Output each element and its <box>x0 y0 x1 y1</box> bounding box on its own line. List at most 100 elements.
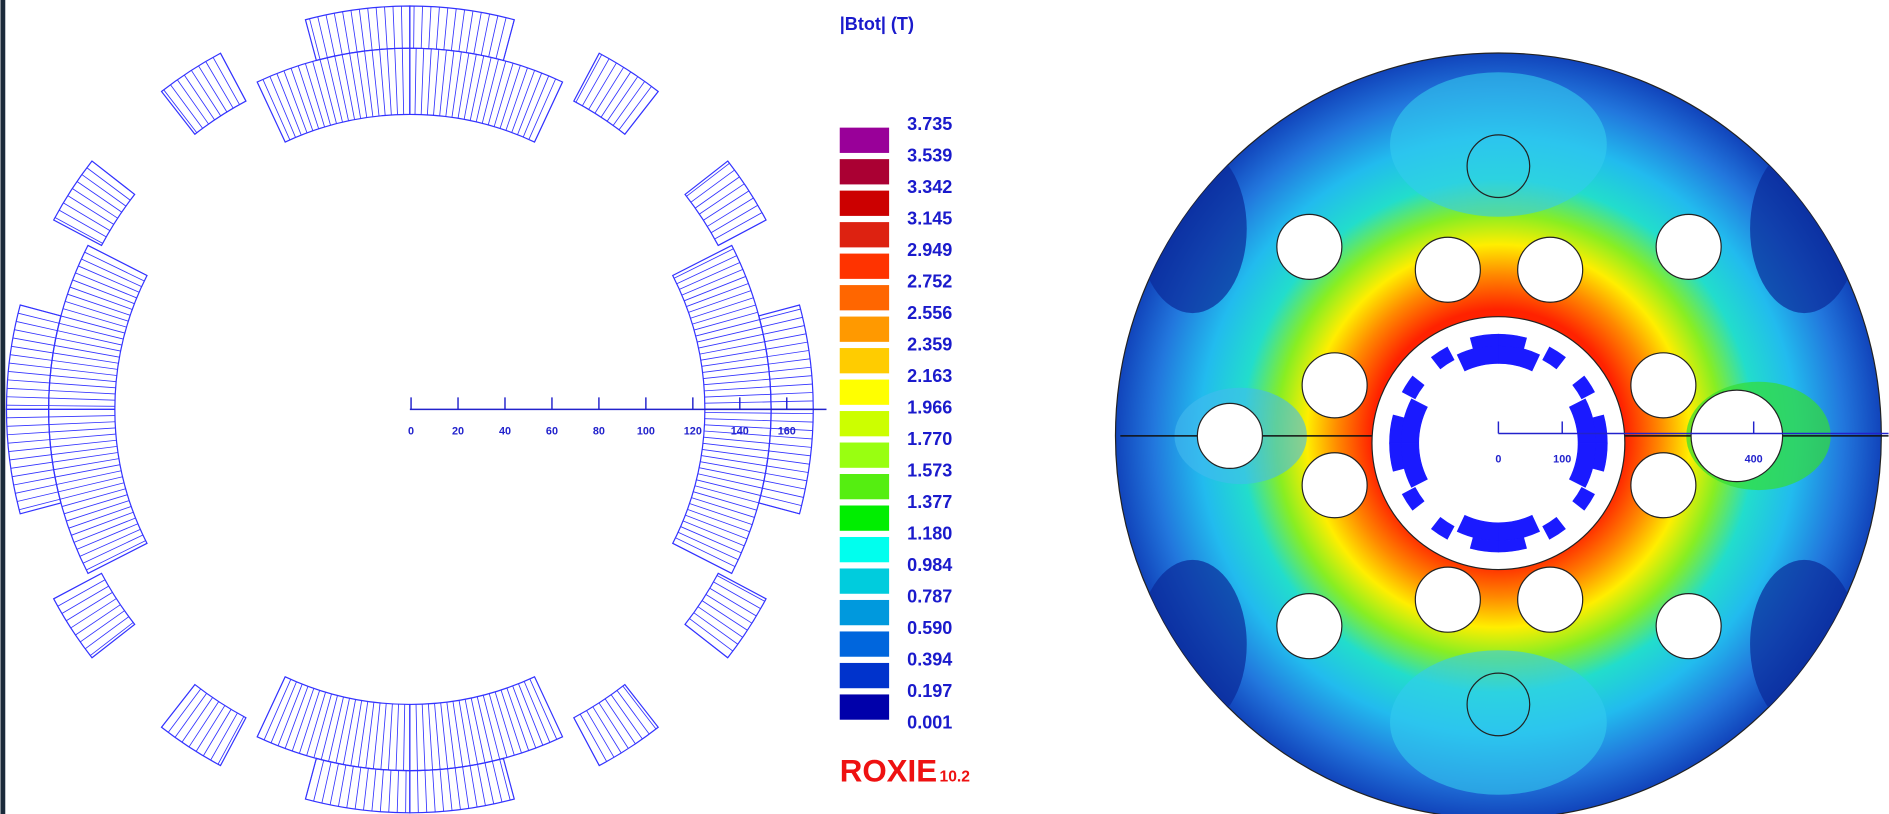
coil-turns <box>685 575 765 657</box>
coil-turns <box>49 245 147 406</box>
color-swatch <box>840 348 889 373</box>
coil-turns <box>674 249 771 410</box>
page: 0 20 40 60 80 100 120 140 160 0 100 400 |Btot| (T)… <box>0 0 1889 814</box>
axis-tick-label: 140 <box>731 426 749 438</box>
hole <box>1277 594 1342 659</box>
coil-turns <box>55 161 135 243</box>
color-swatch <box>840 317 889 342</box>
coil-block <box>6 305 60 409</box>
coil-turns <box>410 679 557 771</box>
color-swatch <box>840 222 889 247</box>
color-swatch <box>840 631 889 656</box>
hole <box>1656 214 1721 279</box>
color-swatch <box>840 380 889 405</box>
coil-block <box>49 409 147 573</box>
coil-block <box>257 677 410 771</box>
colorbar-label: 0.197 <box>907 681 952 701</box>
coil-turns <box>54 573 134 655</box>
hole <box>1302 353 1367 418</box>
colorbar-label: 1.966 <box>907 397 952 417</box>
axis-tick-label: 0 <box>1495 453 1501 465</box>
coil-turns <box>574 686 656 766</box>
color-swatch <box>840 254 889 279</box>
color-swatch <box>840 663 889 688</box>
color-swatch <box>840 568 889 593</box>
color-swatch <box>840 505 889 530</box>
axis-tick-label: 120 <box>684 426 702 438</box>
coil-turns <box>257 677 405 771</box>
color-swatch <box>840 474 889 499</box>
hole <box>1518 237 1583 302</box>
window-edge <box>0 0 5 814</box>
colorbar-label: 2.163 <box>907 366 952 386</box>
colorbar-label: 2.359 <box>907 334 952 354</box>
axis-tick-label: 0 <box>408 426 414 438</box>
colorbar: |Btot| (T) 3.735 3.539 3.342 3.145 2.949 2.75… <box>840 14 953 732</box>
color-swatch <box>840 191 889 216</box>
axis-tick-label: 40 <box>499 426 511 438</box>
coil-block <box>410 677 563 771</box>
hole <box>1631 453 1696 518</box>
hole <box>1631 353 1696 418</box>
colorbar-label: 2.752 <box>907 271 952 291</box>
axis-tick-label: 80 <box>593 426 605 438</box>
colorbar-label: 0.984 <box>907 555 952 575</box>
coil-block <box>305 758 409 812</box>
coil-turns <box>263 48 410 140</box>
colorbar-label: 3.735 <box>907 114 952 134</box>
axis-tick-label: 20 <box>452 426 464 438</box>
axis-tick-label: 400 <box>1745 453 1763 465</box>
colorbar-label: 1.770 <box>907 429 952 449</box>
hole <box>1302 453 1367 518</box>
coil-block <box>673 245 771 409</box>
hole <box>1197 403 1262 468</box>
colorbar-label: 2.556 <box>907 303 952 323</box>
color-swatch <box>840 443 889 468</box>
color-swatch <box>840 537 889 562</box>
colorbar-title: |Btot| (T) <box>840 14 914 34</box>
color-swatch <box>840 285 889 310</box>
coil-block <box>410 48 563 142</box>
axis-tick-label: 100 <box>637 426 655 438</box>
color-swatch <box>840 159 889 184</box>
axis-tick-label: 160 <box>778 426 796 438</box>
hole <box>1656 594 1721 659</box>
color-swatch <box>840 128 889 153</box>
colorbar-label: 1.180 <box>907 523 952 543</box>
coil-turns <box>49 409 146 570</box>
colorbar-label: 0.590 <box>907 618 952 638</box>
hole <box>1691 390 1783 482</box>
hole <box>1415 237 1480 302</box>
coil-block <box>49 245 147 409</box>
coil-turns <box>576 55 658 135</box>
colorbar-label: 0.001 <box>907 712 952 732</box>
color-swatch <box>840 694 889 719</box>
coil-turns <box>415 48 563 142</box>
colorbar-label: 2.949 <box>907 240 952 260</box>
logo-version: 10.2 <box>940 768 971 785</box>
field-map: 0 100 400 <box>1115 53 1888 814</box>
colorbar-label: 1.573 <box>907 460 952 480</box>
hole <box>1415 567 1480 632</box>
coil-turns <box>687 163 767 245</box>
axis-tick-label: 100 <box>1553 453 1571 465</box>
colorbar-label: 0.787 <box>907 586 952 606</box>
colorbar-label: 1.377 <box>907 492 952 512</box>
coil-turns <box>164 53 246 133</box>
screenshot: 0 20 40 60 80 100 120 140 160 0 100 400 |Btot| (T)… <box>0 0 1889 814</box>
colorbar-label: 3.145 <box>907 208 952 228</box>
coil-block <box>257 48 410 142</box>
hole <box>1277 214 1342 279</box>
axis-tick-label: 60 <box>546 426 558 438</box>
colorbar-label: 0.394 <box>907 649 952 669</box>
coil-turns <box>162 685 244 765</box>
colorbar-label: 3.342 <box>907 177 952 197</box>
coil-cross-section: 0 20 40 60 80 100 120 140 160 <box>6 6 826 813</box>
colorbar-label: 3.539 <box>907 145 952 165</box>
color-swatch <box>840 411 889 436</box>
coil-block <box>410 6 514 60</box>
logo-name: ROXIE <box>840 753 937 788</box>
color-swatch <box>840 600 889 625</box>
hole <box>1518 567 1583 632</box>
